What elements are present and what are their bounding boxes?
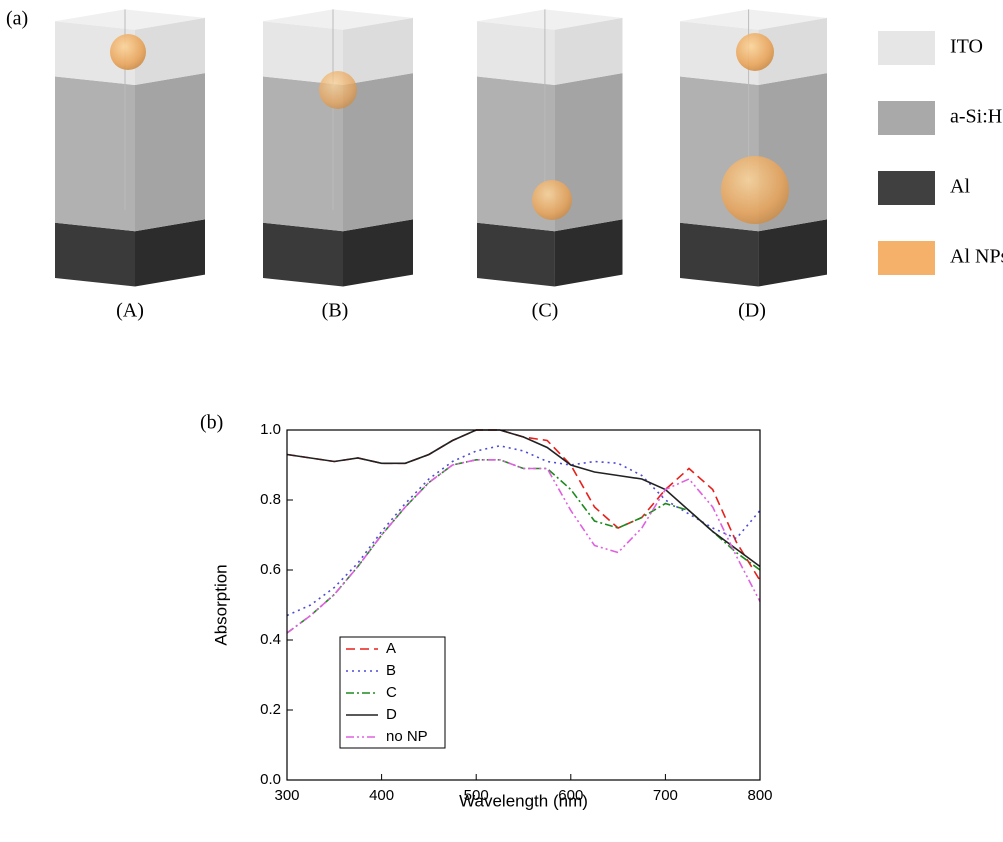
series-line (287, 430, 760, 581)
y-tick-label: 0.0 (260, 771, 281, 788)
legend-label: no NP (386, 728, 428, 745)
x-tick-label: 800 (747, 787, 772, 804)
y-tick-label: 0.2 (260, 701, 281, 718)
x-tick-label: 400 (369, 787, 394, 804)
legend-swatch (878, 241, 935, 275)
x-tick-label: 700 (653, 787, 678, 804)
nanoparticle (721, 156, 789, 224)
y-tick-label: 0.6 (260, 561, 281, 578)
legend-swatch (878, 31, 935, 65)
block-label: (D) (738, 300, 766, 322)
series-line (287, 460, 760, 633)
legend-label: Al (950, 176, 970, 198)
series-line (287, 460, 760, 633)
y-tick-label: 1.0 (260, 421, 281, 438)
legend-swatch (878, 101, 935, 135)
x-axis-label: Wavelength (nm) (459, 791, 588, 810)
y-axis-label: Absorption (211, 564, 230, 645)
block-b (263, 9, 413, 286)
legend-label: Al NPs (950, 246, 1003, 268)
nanoparticle (110, 34, 146, 70)
legend-label: a-Si:H (950, 106, 1002, 128)
block-label: (C) (532, 300, 559, 322)
legend-label: B (386, 662, 396, 679)
y-tick-label: 0.8 (260, 491, 281, 508)
panel-label: (a) (6, 8, 28, 30)
series-line (287, 446, 760, 616)
series-line (287, 430, 760, 567)
legend-label: D (386, 706, 397, 723)
block-label: (A) (116, 300, 144, 322)
figure: (a) (A) (B) (C) (D) ITO a-Si:H Al Al NPs (b) 300… (0, 0, 1003, 842)
legend-label: A (386, 640, 396, 657)
y-tick-label: 0.4 (260, 631, 281, 648)
legend-label: ITO (950, 36, 983, 58)
panel-label: (b) (200, 412, 223, 434)
nanoparticle (319, 71, 357, 109)
nanoparticle (532, 180, 572, 220)
block-c (477, 9, 623, 286)
nanoparticle (736, 33, 774, 71)
block-label: (B) (322, 300, 349, 322)
x-tick-label: 300 (274, 787, 299, 804)
legend-swatch (878, 171, 935, 205)
legend-label: C (386, 684, 397, 701)
